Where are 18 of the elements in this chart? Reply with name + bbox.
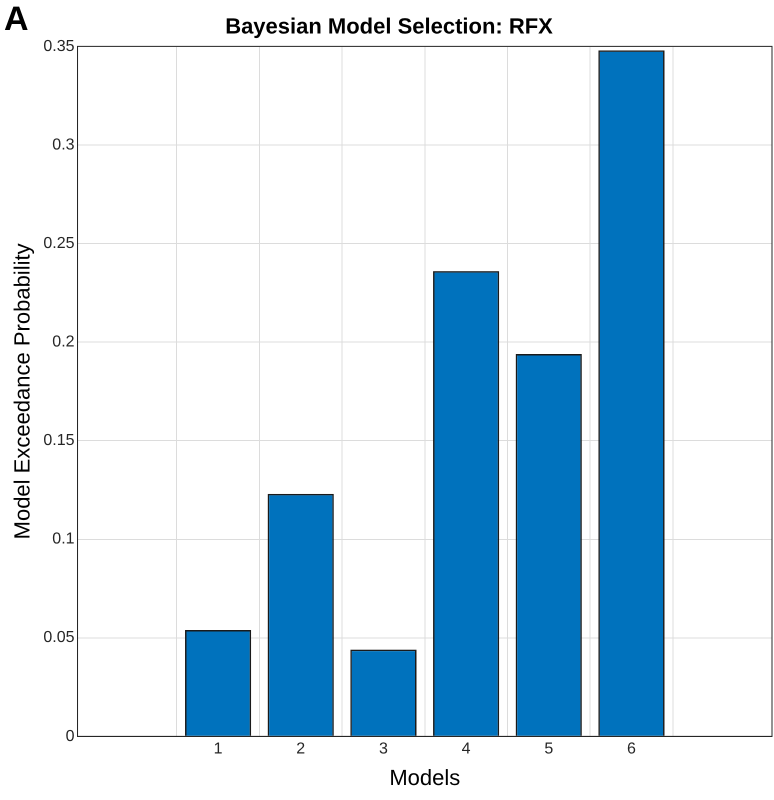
y-tick-label: 0.15 <box>43 432 75 450</box>
text: A <box>4 0 29 39</box>
y-tick-label: 0.2 <box>52 334 75 351</box>
x-tick-label: 5 <box>544 740 554 758</box>
chart-title: Bayesian Model Selection: RFX <box>225 13 554 38</box>
x-tick-label: 2 <box>296 740 306 758</box>
y-tick-label: 0.1 <box>52 530 75 548</box>
y-tick-label: 0.05 <box>43 629 75 646</box>
x-tick-label: 6 <box>627 740 636 758</box>
y-tick-label: 0.35 <box>43 38 75 55</box>
y-axis-title: Model Exceedance Probability <box>9 243 34 540</box>
x-axis-title: Models <box>389 764 460 790</box>
y-tick-label: 0 <box>66 728 75 745</box>
x-tick-label: 1 <box>214 740 223 758</box>
x-tick-label: 4 <box>462 740 471 758</box>
x-tick-label: 3 <box>378 740 388 758</box>
y-tick-label: 0.25 <box>43 234 75 252</box>
y-tick-label: 0.3 <box>52 136 75 154</box>
